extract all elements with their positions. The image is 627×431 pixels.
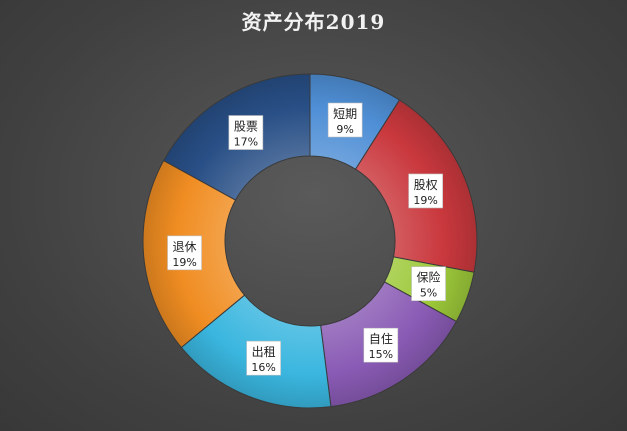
data-label-box — [363, 327, 399, 363]
data-label-box — [327, 102, 363, 138]
data-label-category: 短期 — [333, 107, 357, 121]
data-label-category: 保险 — [417, 270, 441, 285]
data-label-box — [167, 235, 202, 271]
data-label-value: 19% — [413, 194, 437, 207]
data-label-股权: 股权 19% — [408, 173, 443, 209]
data-label-box — [246, 340, 281, 376]
data-label-value: 9% — [336, 123, 353, 136]
data-label-自住: 自住 15% — [363, 327, 399, 363]
data-label-box — [228, 115, 264, 150]
data-label-value: 19% — [172, 256, 196, 269]
chart-title: 资产分布2019 — [241, 10, 386, 34]
data-label-category: 退休 — [173, 240, 197, 254]
data-label-value: 16% — [251, 361, 275, 374]
data-label-value: 15% — [369, 348, 393, 361]
data-label-box — [408, 173, 443, 209]
data-label-出租: 出租 16% — [246, 340, 281, 376]
data-label-category: 自住 — [369, 332, 393, 346]
data-label-category: 股票 — [234, 120, 258, 134]
data-label-保险: 保险 5% — [411, 266, 446, 301]
data-label-value: 5% — [420, 287, 437, 300]
data-label-category: 股权 — [414, 178, 438, 192]
data-label-短期: 短期 9% — [327, 102, 363, 138]
data-label-股票: 股票 17% — [228, 115, 264, 150]
data-label-value: 17% — [234, 136, 258, 149]
data-label-box — [411, 266, 446, 301]
data-label-category: 出租 — [252, 345, 276, 359]
data-label-退休: 退休 19% — [167, 235, 202, 271]
